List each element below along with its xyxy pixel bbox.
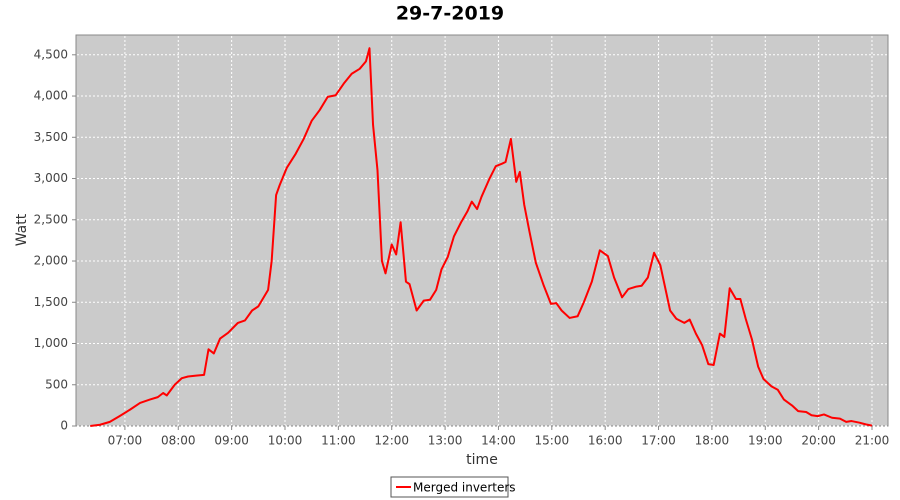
x-tick-label: 20:00 — [801, 434, 836, 448]
x-tick-label: 08:00 — [161, 434, 196, 448]
x-tick-label: 16:00 — [588, 434, 623, 448]
x-tick-label: 14:00 — [481, 434, 516, 448]
x-tick-label: 18:00 — [695, 434, 730, 448]
legend-label: Merged inverters — [413, 481, 516, 495]
y-tick-label: 0 — [60, 419, 68, 433]
chart-title: 29-7-2019 — [396, 3, 504, 25]
x-tick-label: 09:00 — [214, 434, 249, 448]
y-tick-label: 4,000 — [34, 89, 68, 103]
grid — [77, 36, 887, 427]
y-tick-label: 1,500 — [34, 295, 68, 309]
x-tick-label: 10:00 — [268, 434, 303, 448]
y-tick-label: 2,000 — [34, 254, 68, 268]
x-tick-label: 15:00 — [535, 434, 570, 448]
y-tick-label: 500 — [45, 377, 68, 391]
x-tick-label: 17:00 — [641, 434, 676, 448]
plot-area — [75, 34, 889, 427]
legend: Merged inverters — [390, 476, 516, 498]
x-axis-label: time — [466, 452, 498, 468]
x-tick-label: 07:00 — [108, 434, 143, 448]
y-tick-label: 3,500 — [34, 130, 68, 144]
x-tick-label: 19:00 — [748, 434, 783, 448]
y-axis-label: Watt — [14, 213, 30, 246]
x-tick-label: 11:00 — [321, 434, 356, 448]
legend-box — [390, 476, 509, 498]
y-tick-label: 1,000 — [34, 336, 68, 350]
y-tick-label: 2,500 — [34, 212, 68, 226]
x-tick-label: 21:00 — [855, 434, 890, 448]
y-tick-label: 3,000 — [34, 171, 68, 185]
line-series — [90, 47, 873, 427]
y-tick-label: 4,500 — [34, 47, 68, 61]
x-tick-label: 12:00 — [374, 434, 409, 448]
x-tick-label: 13:00 — [428, 434, 463, 448]
